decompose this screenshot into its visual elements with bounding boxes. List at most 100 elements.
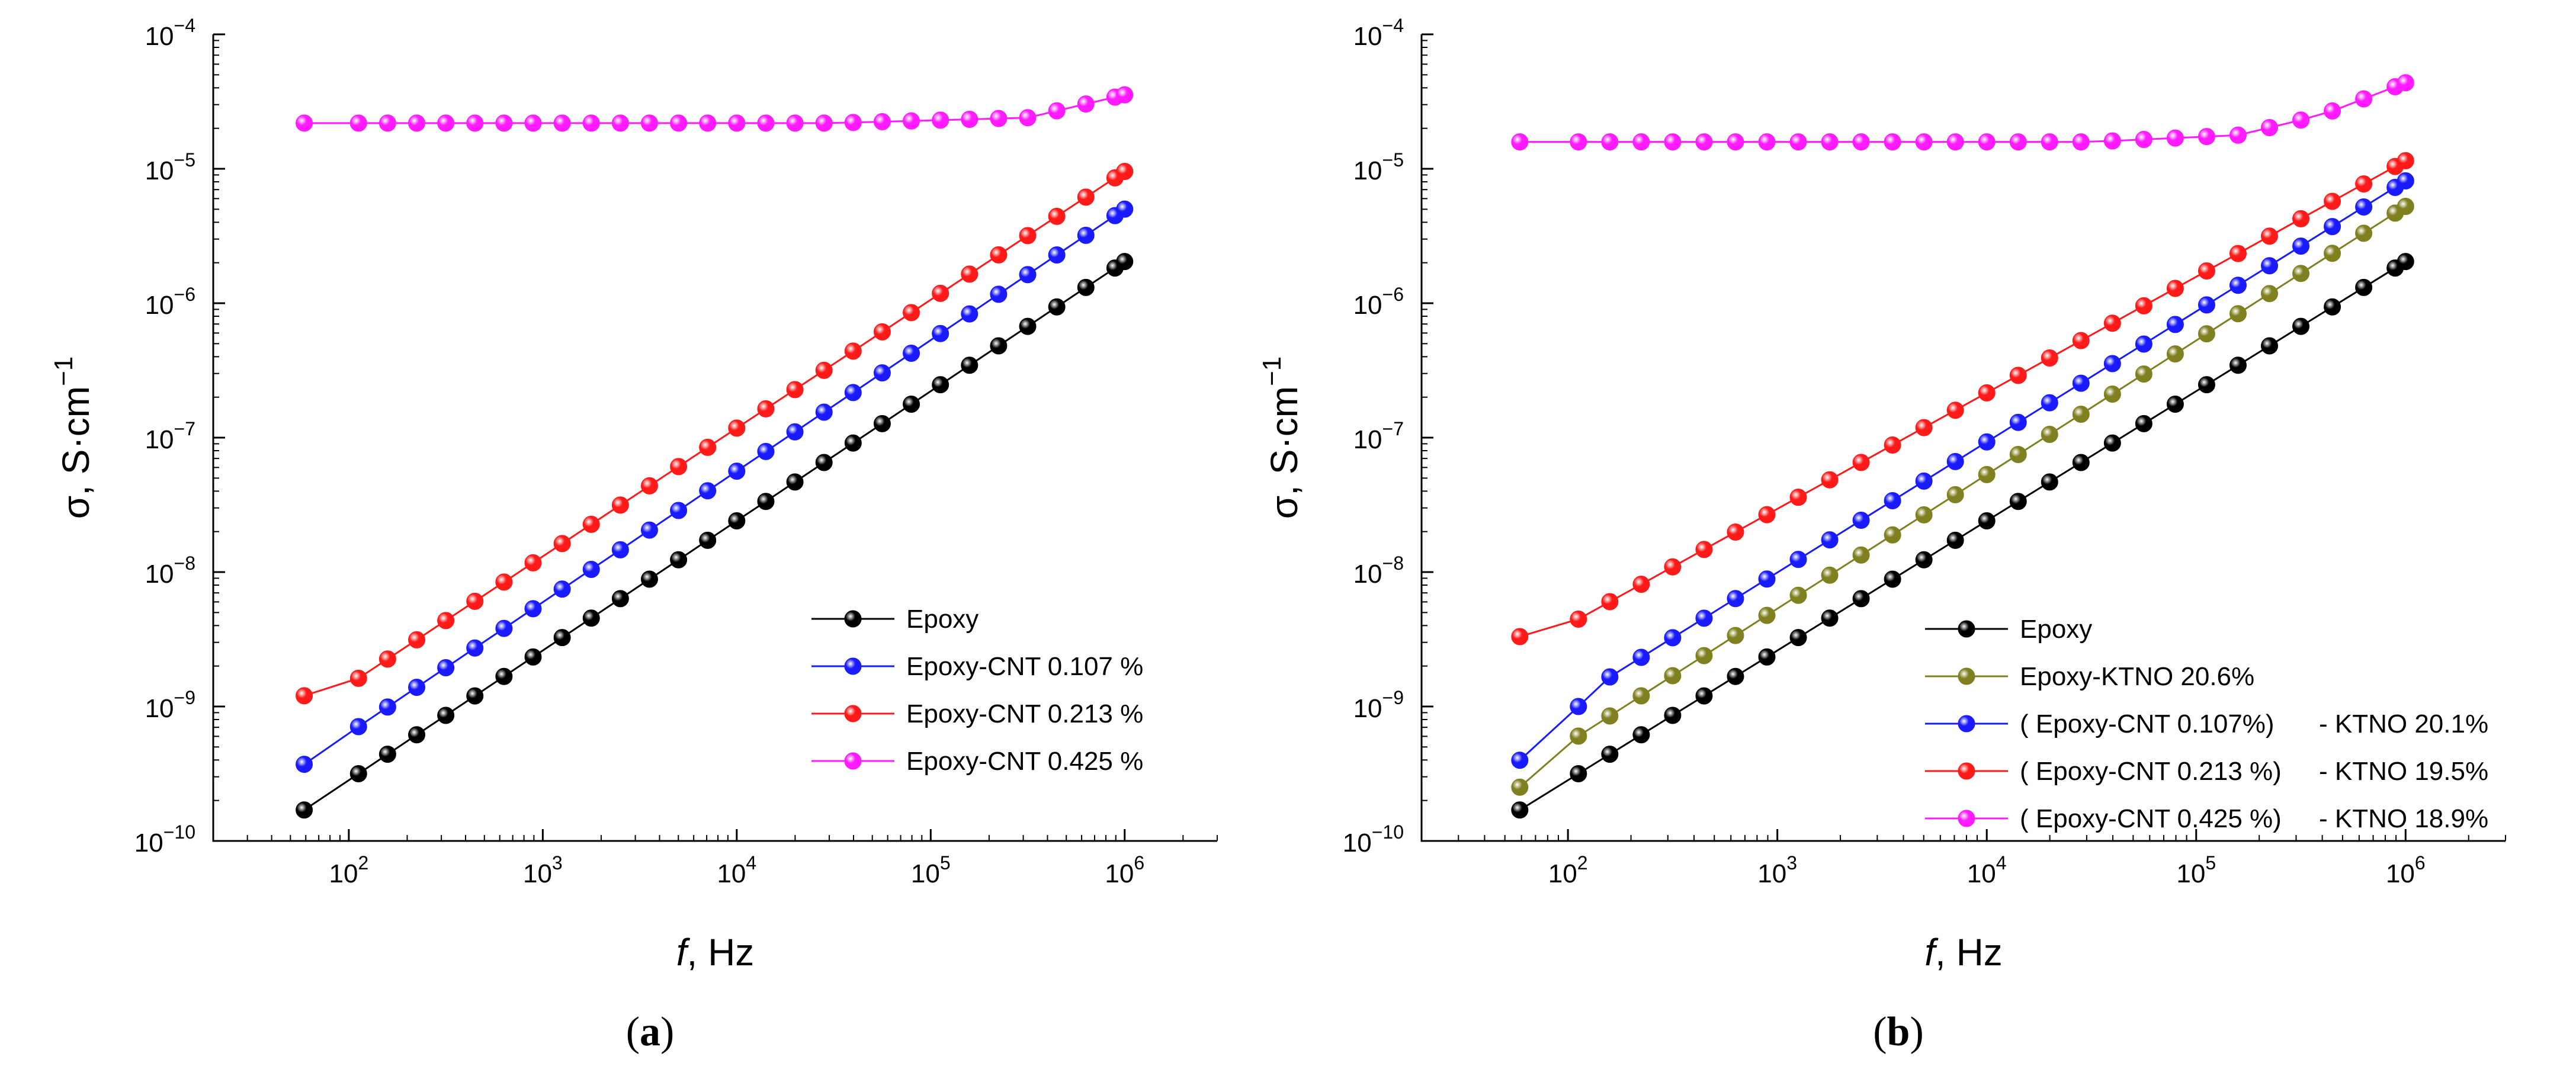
legend-marker: [844, 752, 862, 770]
data-point: [2166, 345, 2184, 363]
data-point: [1116, 253, 1134, 271]
data-point: [611, 114, 629, 132]
data-point: [932, 111, 949, 129]
x-axis-label: f, Hz: [1924, 931, 2003, 974]
data-point: [1946, 402, 1964, 419]
data-point: [378, 114, 396, 132]
data-point: [2009, 493, 2027, 510]
data-point: [582, 114, 600, 132]
data-point: [1946, 133, 1964, 151]
data-point: [640, 114, 658, 132]
data-point: [378, 698, 396, 716]
data-point: [1852, 133, 1870, 151]
data-point: [1019, 266, 1037, 284]
data-point: [1758, 606, 1776, 624]
data-point: [1664, 629, 1682, 647]
data-point: [2198, 262, 2215, 280]
data-point: [2072, 332, 2090, 349]
legend-label: ( Epoxy-CNT 0.107%): [2020, 709, 2275, 738]
data-point: [640, 521, 658, 539]
series-epoxy-cnt-0-107: [1511, 172, 2414, 769]
data-point: [1570, 133, 1587, 151]
data-point: [582, 609, 600, 627]
data-point: [990, 110, 1008, 127]
legend-label: Epoxy: [906, 605, 979, 634]
data-point: [757, 442, 775, 460]
data-point: [2135, 131, 2152, 149]
data-point: [349, 765, 367, 782]
data-point: [961, 265, 979, 283]
data-point: [1601, 746, 1619, 763]
data-point: [466, 114, 484, 132]
data-point: [1915, 506, 1933, 524]
data-point: [2324, 192, 2341, 210]
data-point: [2166, 280, 2184, 297]
data-point: [2292, 210, 2310, 227]
y-tick-label: 10−4: [1353, 15, 1404, 51]
data-point: [408, 726, 426, 744]
data-point: [1664, 667, 1682, 685]
data-point: [1019, 227, 1037, 245]
data-point: [2229, 357, 2247, 374]
data-point: [2355, 198, 2373, 216]
data-point: [1727, 627, 1744, 644]
x-tick-label: 106: [1105, 852, 1144, 888]
data-point: [349, 718, 367, 736]
data-point: [2041, 133, 2058, 151]
data-point: [2324, 245, 2341, 262]
x-tick-label: 105: [911, 852, 951, 888]
data-point: [699, 438, 717, 456]
data-point: [903, 304, 920, 322]
data-point: [961, 357, 979, 374]
data-point: [2103, 355, 2121, 372]
data-point: [873, 323, 891, 341]
data-point: [1695, 687, 1713, 705]
data-point: [1511, 752, 1529, 769]
y-tick-label: 10−10: [134, 821, 195, 858]
legend-entry: ( Epoxy-CNT 0.107%) - KTNO 20.1%: [1925, 709, 2488, 738]
data-point: [349, 669, 367, 687]
series-epoxy-ktno-20-6: [1511, 198, 2414, 796]
data-point: [932, 325, 949, 342]
data-point: [786, 114, 804, 132]
legend-label: Epoxy: [2020, 615, 2092, 644]
data-point: [1632, 576, 1650, 593]
data-point: [1511, 628, 1529, 646]
data-point: [1077, 188, 1095, 206]
data-point: [1116, 86, 1134, 104]
y-tick-label: 10−8: [145, 553, 195, 589]
data-point: [1570, 610, 1587, 628]
data-point: [1915, 419, 1933, 436]
data-point: [1511, 133, 1529, 151]
data-point: [524, 648, 542, 666]
y-tick-label: 10−6: [1353, 284, 1404, 320]
data-point: [1048, 246, 1066, 264]
data-point: [1758, 648, 1776, 666]
data-point: [2324, 298, 2341, 316]
data-point: [2009, 413, 2027, 431]
data-point: [1915, 472, 1933, 490]
data-point: [1884, 526, 1901, 544]
data-point: [640, 477, 658, 494]
data-point: [495, 114, 513, 132]
data-point: [1789, 586, 1807, 604]
data-point: [670, 114, 688, 132]
legend-entry: Epoxy: [811, 605, 979, 634]
data-point: [2292, 317, 2310, 335]
data-point: [1789, 489, 1807, 506]
data-point: [2135, 335, 2152, 353]
y-tick-label: 10−10: [1343, 821, 1404, 858]
legend-entry: Epoxy-KTNO 20.6%: [1925, 662, 2254, 691]
data-point: [349, 114, 367, 132]
data-point: [1821, 531, 1839, 549]
x-tick-label: 104: [717, 852, 756, 888]
data-point: [296, 756, 313, 773]
legend-marker: [1958, 667, 1975, 685]
data-point: [1727, 667, 1744, 685]
legend-entry: Epoxy-CNT 0.425 %: [811, 747, 1143, 776]
data-point: [437, 659, 455, 676]
data-point: [990, 285, 1008, 303]
data-point: [2072, 454, 2090, 471]
data-point: [2103, 314, 2121, 332]
data-point: [2041, 425, 2058, 443]
